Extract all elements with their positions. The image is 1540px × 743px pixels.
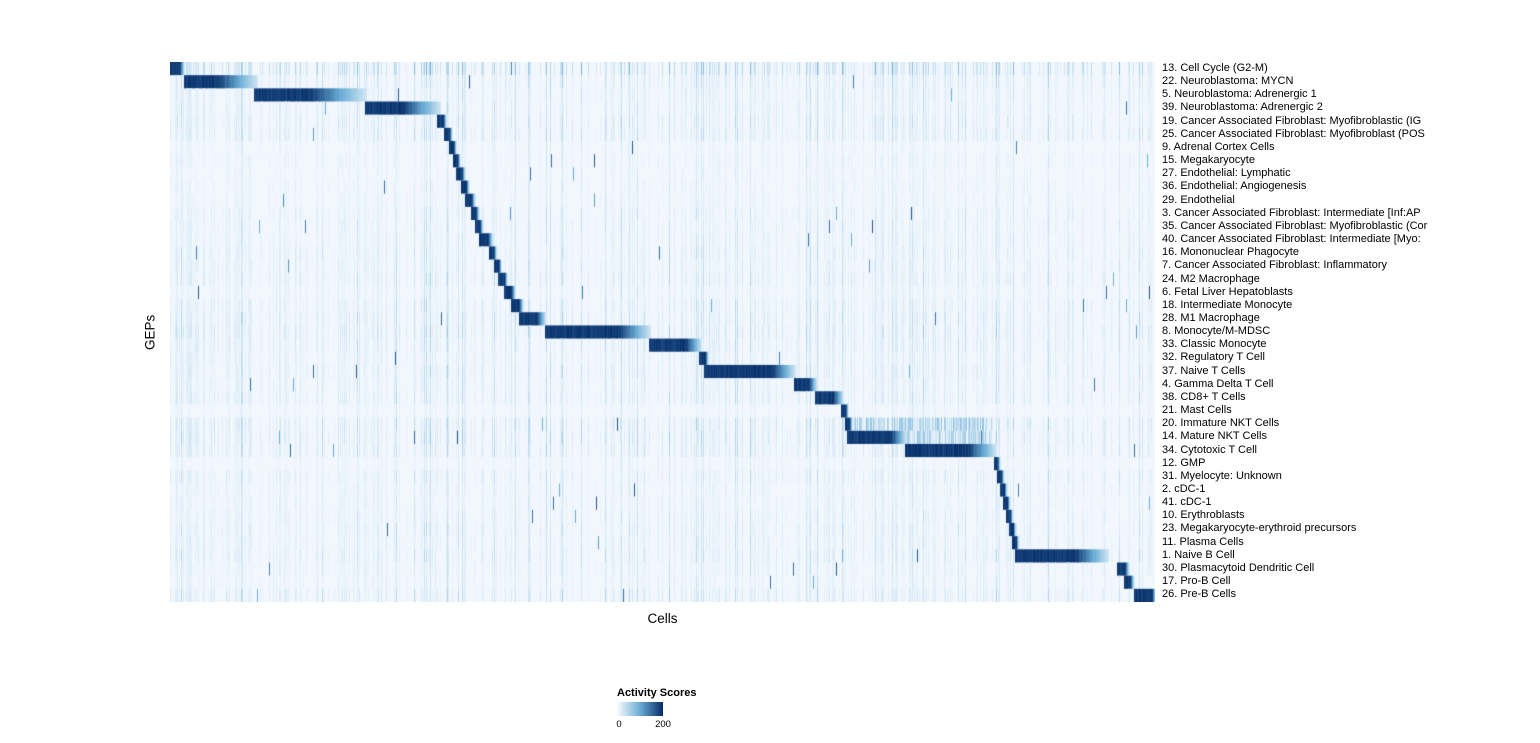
gep-row-label: 11. Plasma Cells xyxy=(1162,535,1244,548)
gep-row-label: 2. cDC-1 xyxy=(1162,483,1206,495)
legend-gradient-bar xyxy=(617,702,663,716)
gep-row-label: 16. Mononuclear Phagocyte xyxy=(1162,246,1299,259)
gep-row-label: 24. M2 Macrophage xyxy=(1162,272,1260,285)
gep-row-label: 34. Cytotoxic T Cell xyxy=(1162,443,1257,456)
gep-row-label: 17. Pro-B Cell xyxy=(1162,575,1231,588)
gep-row-label: 33. Classic Monocyte xyxy=(1162,338,1267,351)
heatmap-canvas xyxy=(170,62,1155,602)
gep-row-label: 31. Myelocyte: Unknown xyxy=(1162,469,1282,482)
gep-row-label: 14. Mature NKT Cells xyxy=(1162,430,1267,443)
gep-row-label: 5. Neuroblastoma: Adrenergic 1 xyxy=(1162,88,1317,101)
y-axis-label: GEPs xyxy=(142,314,158,350)
gep-row-label: 10. Erythroblasts xyxy=(1162,509,1245,522)
gep-row-label: 29. Endothelial xyxy=(1162,193,1235,206)
gep-row-label: 23. Megakaryocyte-erythroid precursors xyxy=(1162,522,1357,535)
gep-row-label: 27. Endothelial: Lymphatic xyxy=(1162,167,1291,180)
x-axis-label: Cells xyxy=(647,611,678,626)
gep-row-label: 9. Adrenal Cortex Cells xyxy=(1162,140,1275,153)
gep-row-label: 12. GMP xyxy=(1162,456,1206,469)
gep-row-label: 35. Cancer Associated Fibroblast: Myofib… xyxy=(1162,219,1428,232)
gep-row-label: 41. cDC-1 xyxy=(1162,496,1212,509)
gep-row-label: 4. Gamma Delta T Cell xyxy=(1162,377,1274,390)
gep-row-label: 3. Cancer Associated Fibroblast: Interme… xyxy=(1162,206,1421,219)
gep-row-label: 13. Cell Cycle (G2-M) xyxy=(1162,62,1268,74)
gep-row-label: 6. Fetal Liver Hepatoblasts xyxy=(1162,285,1293,298)
gep-row-label: 25. Cancer Associated Fibroblast: Myofib… xyxy=(1162,127,1425,140)
gep-row-label: 22. Neuroblastoma: MYCN xyxy=(1162,75,1294,88)
legend-ticks: 0 200 xyxy=(616,719,737,731)
gep-row-label: 28. M1 Macrophage xyxy=(1162,311,1260,324)
gep-row-label: 7. Cancer Associated Fibroblast: Inflamm… xyxy=(1162,259,1387,272)
gep-row-label: 38. CD8+ T Cells xyxy=(1162,390,1246,403)
gep-row-label: 8. Monocyte/M-MDSC xyxy=(1162,325,1271,338)
gep-row-label: 18. Intermediate Monocyte xyxy=(1162,298,1293,311)
gep-row-label: 36. Endothelial: Angiogenesis xyxy=(1162,180,1307,193)
legend-max-label: 200 xyxy=(655,719,671,730)
gep-row-label: 19. Cancer Associated Fibroblast: Myofib… xyxy=(1162,114,1422,127)
gep-row-label: 39. Neuroblastoma: Adrenergic 2 xyxy=(1162,101,1323,114)
gep-row-label: 40. Cancer Associated Fibroblast: Interm… xyxy=(1162,233,1421,246)
gep-row-labels: 13. Cell Cycle (G2-M) 22. Neuroblastoma: … xyxy=(1162,62,1540,602)
gep-row-label: 26. Pre-B Cells xyxy=(1162,588,1236,601)
legend-title: Activity Scores xyxy=(617,687,697,699)
gep-row-label: 32. Regulatory T Cell xyxy=(1162,351,1265,364)
activity-scores-legend: Activity Scores 0 200 xyxy=(616,687,737,731)
legend-min-label: 0 xyxy=(616,719,622,730)
gep-row-label: 15. Megakaryocyte xyxy=(1162,154,1255,167)
gep-row-label: 1. Naive B Cell xyxy=(1162,548,1235,561)
gep-row-label: 30. Plasmacytoid Dendritic Cell xyxy=(1162,561,1315,574)
gep-row-label: 21. Mast Cells xyxy=(1162,404,1232,417)
gep-row-label: 20. Immature NKT Cells xyxy=(1162,417,1280,430)
gep-row-label: 37. Naive T Cells xyxy=(1162,364,1246,377)
